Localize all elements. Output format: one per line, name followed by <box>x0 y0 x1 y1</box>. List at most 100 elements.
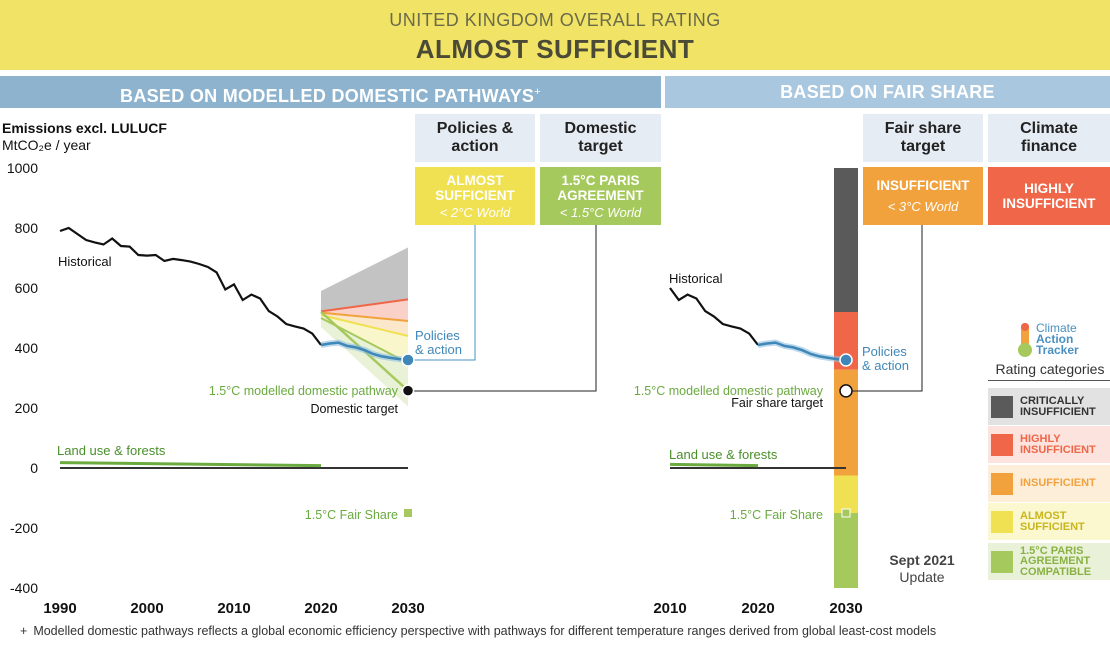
legend-swatch <box>991 550 1013 573</box>
historical-label: Historical <box>58 254 112 269</box>
y-axis-label: Emissions excl. LULUCF <box>2 120 167 136</box>
legend-swatch <box>991 510 1013 533</box>
legend-label: CRITICALLY INSUFFICIENT <box>1020 395 1096 418</box>
fan-critically-insufficient <box>321 247 408 312</box>
y-tick-label: -400 <box>10 580 38 596</box>
rating-finance-line1: HIGHLY <box>1024 181 1074 196</box>
fan-almost-edge <box>320 314 409 337</box>
pathway-label: 1.5°C modelled domestic pathway <box>209 384 399 398</box>
historical-line-right <box>669 287 759 346</box>
rating-fair-share: INSUFFICIENT < 3°C World <box>863 167 983 225</box>
policies-label-right: Policies <box>862 344 907 359</box>
x-tick-label: 1990 <box>43 600 76 617</box>
pathway-label-right: 1.5°C modelled domestic pathway <box>634 384 824 398</box>
fair-share-label-right: 1.5°C Fair Share <box>730 508 823 522</box>
policies-marker-right <box>839 353 853 367</box>
rating-domestic-world: < 1.5°C World <box>559 204 642 220</box>
fair-share-marker <box>404 509 412 517</box>
fan-highly-edge <box>320 298 409 313</box>
x-tick-label: 2010 <box>653 600 686 617</box>
policies-label: Policies <box>415 328 460 343</box>
logo-line3: Tracker <box>1036 343 1079 357</box>
footnote: + Modelled domestic pathways reflects a g… <box>20 624 936 638</box>
section-header-modelled-label: BASED ON MODELLED DOMESTIC PATHWAYS <box>120 86 535 106</box>
overall-rating-banner: UNITED KINGDOM OVERALL RATING ALMOST SUF… <box>0 0 1110 70</box>
fair-share-connector <box>846 225 923 392</box>
section-header-modelled: BASED ON MODELLED DOMESTIC PATHWAYS+ <box>0 76 661 108</box>
land-use-line-right <box>669 462 759 468</box>
x-tick-label: 2020 <box>304 600 337 617</box>
climate-action-tracker-logo <box>1016 322 1034 363</box>
rating-domestic-line1: 1.5°C PARIS <box>561 172 640 188</box>
fair-share-label: 1.5°C Fair Share <box>305 508 398 522</box>
fairshare-head-2: target <box>900 138 946 155</box>
rating-domestic-line2: AGREEMENT <box>557 187 644 203</box>
column-header-domestic: Domestic target <box>540 114 661 162</box>
finance-head-1: Climate <box>1020 120 1078 137</box>
historical-label-right: Historical <box>669 271 723 286</box>
x-tick-label: 2020 <box>741 600 774 617</box>
column-header-finance: Climate finance <box>988 114 1110 162</box>
fan-highly-insufficient <box>321 299 408 321</box>
policies-line <box>320 341 409 362</box>
update-line2: Update <box>899 569 945 585</box>
section-footnote-mark: + <box>534 86 541 98</box>
land-use-label: Land use & forests <box>57 443 166 458</box>
legend-label: INSUFFICIENT <box>1020 477 1096 490</box>
policies-connector <box>408 225 476 361</box>
historical-line <box>59 226 322 346</box>
policies-label-right: & action <box>862 358 909 373</box>
land-use-label-right: Land use & forests <box>669 447 778 462</box>
legend-swatch <box>991 472 1013 495</box>
fair-share-target-label: Fair share target <box>731 396 823 410</box>
legend-label: ALMOST SUFFICIENT <box>1020 510 1085 533</box>
thermometer-icon <box>1018 323 1032 357</box>
fan-insufficient-edge <box>320 311 409 322</box>
rating-finance-line2: INSUFFICIENT <box>1002 196 1096 211</box>
x-tick-label: 2010 <box>217 600 250 617</box>
rating-bar-segment <box>834 513 858 588</box>
fan-paris-compatible <box>321 318 408 407</box>
banner-subtitle: UNITED KINGDOM OVERALL RATING <box>389 10 721 30</box>
rating-finance: HIGHLY INSUFFICIENT <box>988 167 1110 225</box>
rating-bar-segment <box>834 168 858 312</box>
rating-fairshare-world: < 3°C World <box>887 199 959 214</box>
section-header-fair-share: BASED ON FAIR SHARE <box>665 76 1110 108</box>
policies-line-right <box>757 341 847 362</box>
policies-label: & action <box>415 342 462 357</box>
legend-item: ALMOST SUFFICIENT <box>988 503 1110 540</box>
footnote-mark: + <box>20 624 28 638</box>
legend-item: CRITICALLY INSUFFICIENT <box>988 388 1110 425</box>
y-axis-unit: MtCO₂e / year <box>2 137 91 153</box>
rating-domestic: 1.5°C PARIS AGREEMENT < 1.5°C World <box>540 167 661 225</box>
y-tick-label: 600 <box>15 280 39 296</box>
rating-policies: ALMOST SUFFICIENT < 2°C World <box>415 167 535 225</box>
update-note: Sept 2021 Update <box>872 552 972 586</box>
footnote-text: Modelled domestic pathways reflects a gl… <box>33 624 937 638</box>
legend-title: Rating categories <box>995 361 1105 377</box>
column-header-policies: Policies & action <box>415 114 535 162</box>
logo-line2: Action <box>1036 332 1074 346</box>
finance-head-2: finance <box>1020 138 1077 155</box>
x-tick-label: 2030 <box>829 600 862 617</box>
land-use-line <box>59 461 322 468</box>
policies-marker <box>401 353 415 367</box>
y-tick-label: -200 <box>10 520 38 536</box>
policies-head-1: Policies & <box>436 120 514 137</box>
legend-label: 1.5°C PARIS AGREEMENT COMPATIBLE <box>1020 544 1092 578</box>
legend-swatch <box>991 433 1013 456</box>
domestic-head-2: target <box>578 138 623 155</box>
y-tick-label: 0 <box>30 460 38 476</box>
domestic-head-1: Domestic <box>564 120 637 137</box>
domestic-connector <box>408 225 597 392</box>
y-tick-label: 400 <box>15 340 39 356</box>
legend-swatch <box>991 395 1013 418</box>
y-tick-label: 800 <box>15 220 39 236</box>
banner-title: ALMOST SUFFICIENT <box>415 34 695 64</box>
y-tick-label: 1000 <box>7 160 38 176</box>
rating-policies-line2: SUFFICIENT <box>435 187 515 203</box>
rating-policies-line1: ALMOST <box>446 172 504 188</box>
policies-head-2: action <box>451 138 499 155</box>
rating-bar-segment <box>834 475 858 513</box>
